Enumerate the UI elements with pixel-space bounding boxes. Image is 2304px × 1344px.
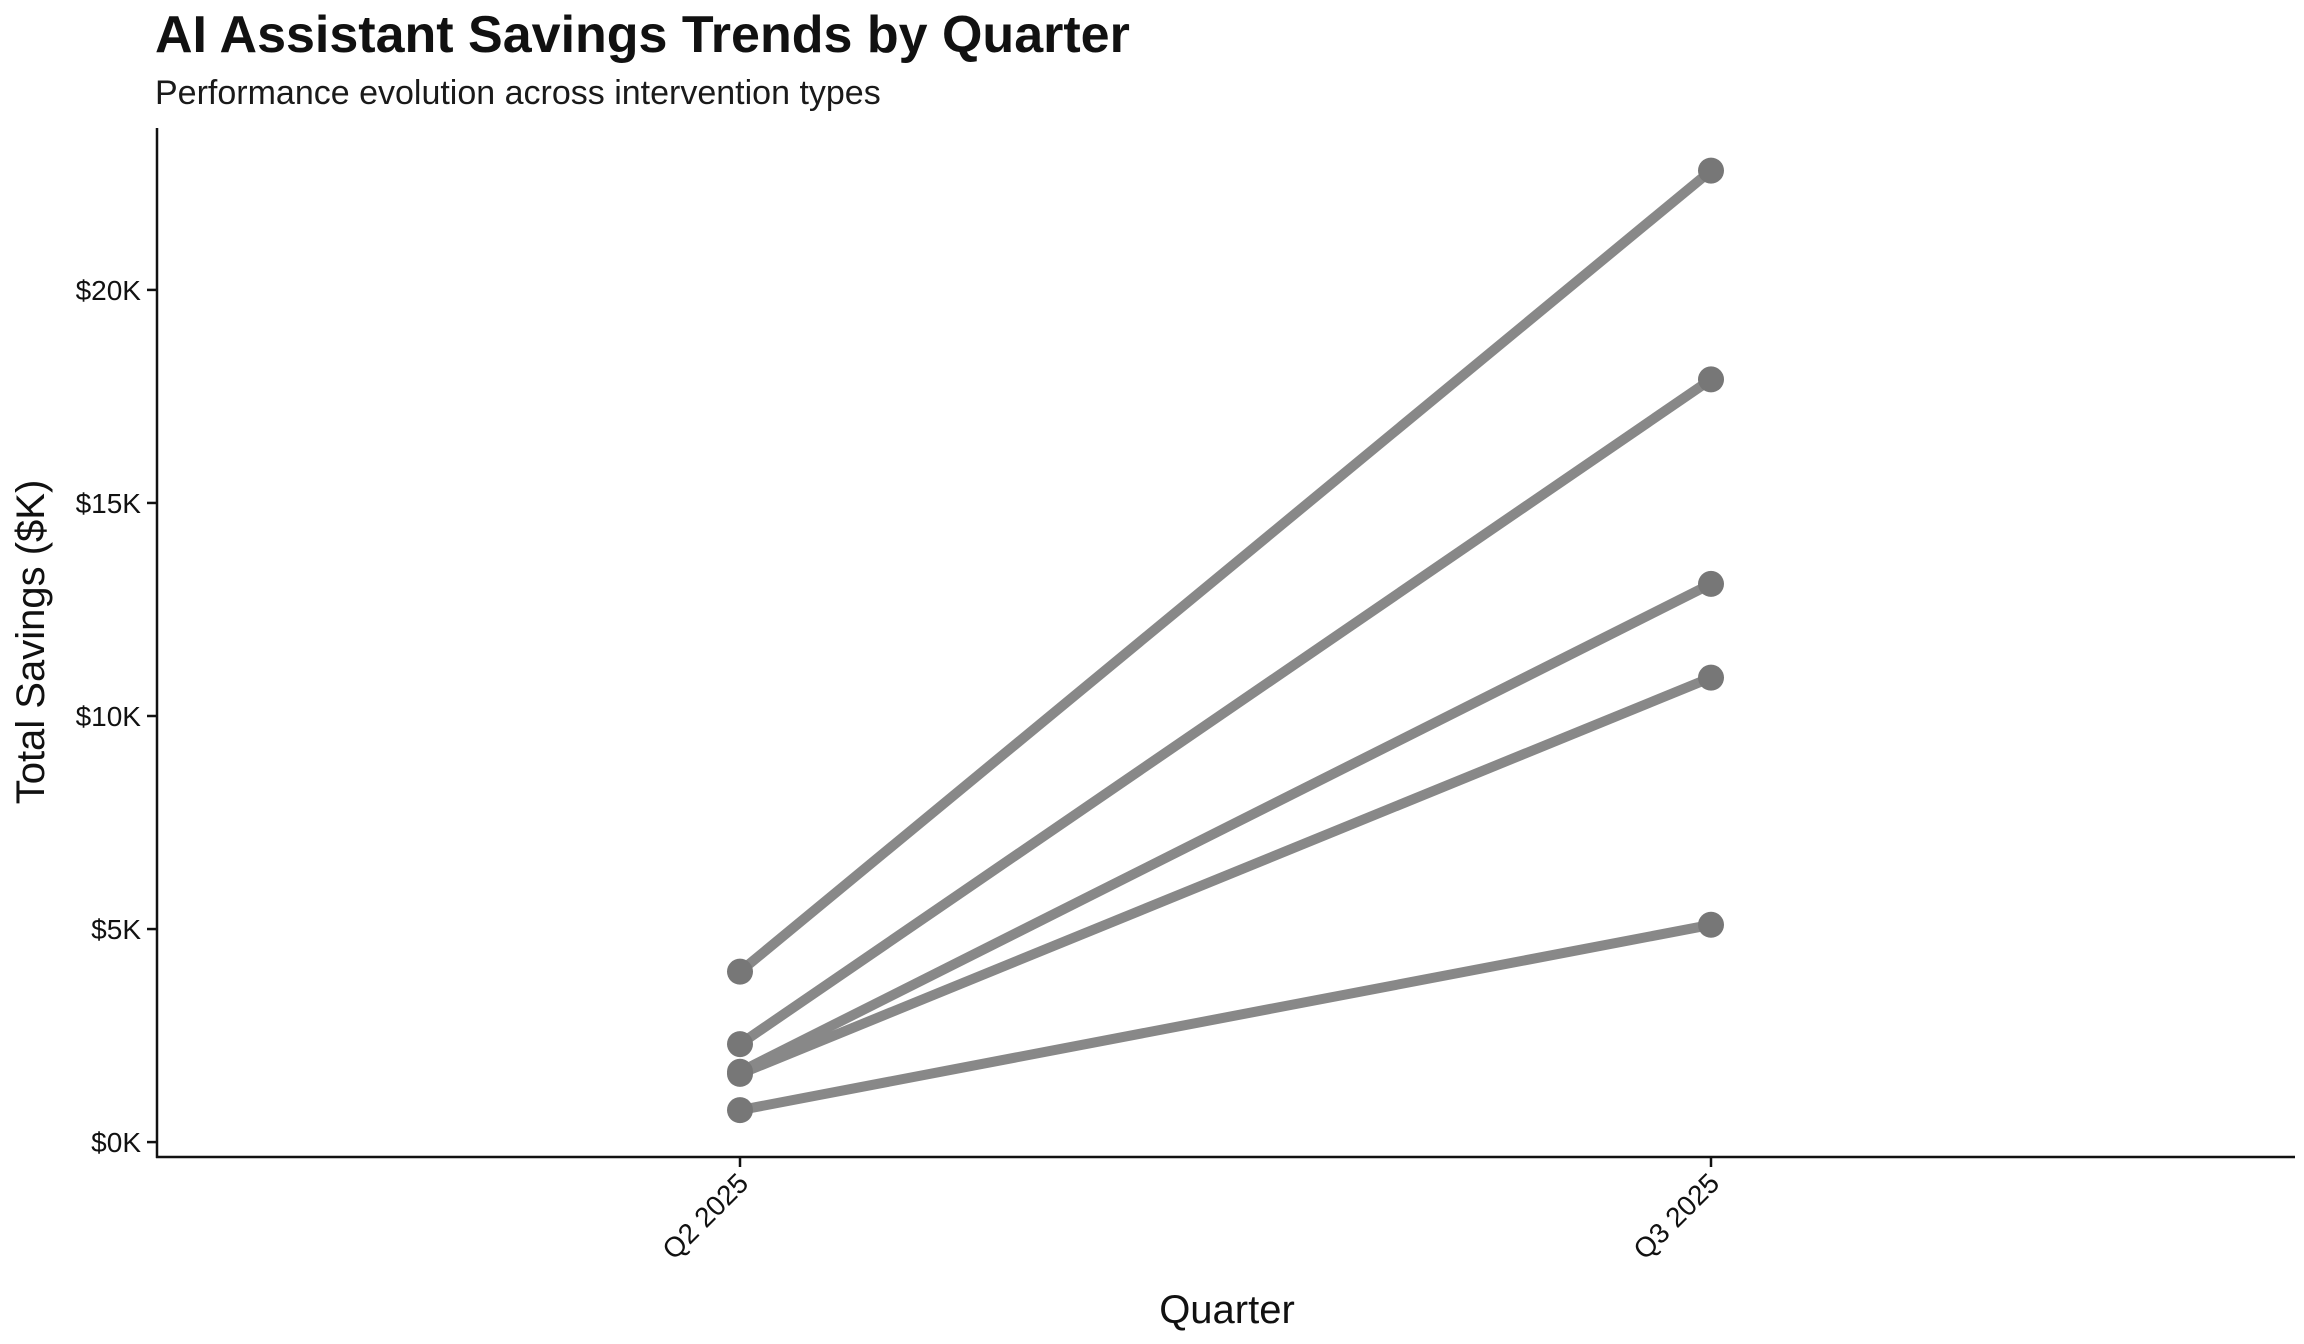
data-point (727, 1060, 753, 1087)
series-line-4 (738, 673, 1713, 1079)
data-point (727, 1097, 753, 1124)
x-axis-title: Quarter (1159, 1288, 1295, 1332)
y-axis-ticks: $0K $5K $10K $15K $20K (76, 275, 157, 1158)
y-tick-label: $15K (76, 488, 142, 519)
x-axis-ticks: Q2 2025 Q3 2025 (656, 1157, 1725, 1265)
x-tick-label: Q3 2025 (1627, 1167, 1725, 1265)
y-tick-label: $5K (91, 914, 141, 945)
data-point (1698, 911, 1724, 938)
data-point (1698, 570, 1724, 597)
chart-title: AI Assistant Savings Trends by Quarter (155, 6, 1130, 64)
series-line-1 (736, 166, 1715, 976)
series-layer (736, 166, 1715, 1116)
data-point (1698, 664, 1724, 691)
y-tick-label: $0K (91, 1127, 141, 1158)
x-tick-label: Q2 2025 (656, 1167, 754, 1265)
data-point (727, 958, 753, 985)
series-line-2 (737, 375, 1714, 1049)
data-point (727, 1031, 753, 1058)
plot-area: $0K $5K $10K $15K $20K Q2 2025 Q3 2025 (76, 128, 2295, 1265)
series-line-3 (737, 579, 1714, 1077)
data-point (1698, 366, 1724, 393)
data-point (1698, 157, 1724, 184)
y-axis-title: Total Savings ($K) (9, 480, 53, 805)
y-tick-label: $20K (76, 275, 142, 306)
y-tick-label: $10K (76, 701, 142, 732)
series-line-5 (739, 919, 1712, 1116)
chart-subtitle: Performance evolution across interventio… (155, 74, 881, 112)
points-layer (727, 157, 1724, 1124)
